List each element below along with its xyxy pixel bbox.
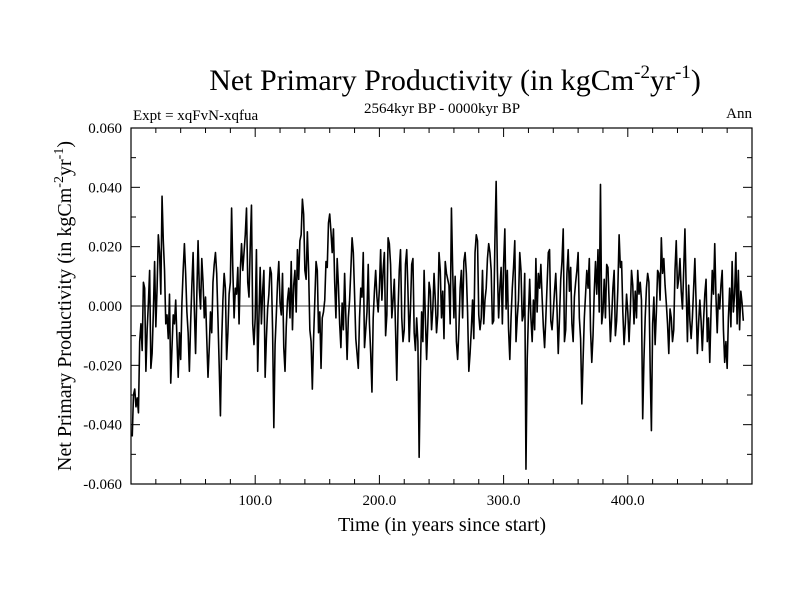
- x-axis-label: Time (in years since start): [338, 514, 546, 536]
- y-axis-label: Net Primary Productivity (in kgCm-2yr-1): [52, 141, 76, 471]
- x-tick-label: 100.0: [238, 493, 272, 509]
- y-tick-label: 0.040: [88, 180, 122, 196]
- subtitle-period: 2564kyr BP - 0000kyr BP: [364, 101, 520, 117]
- y-tick-label: 0.000: [88, 299, 122, 315]
- y-tick-label: -0.060: [83, 477, 122, 493]
- subtitle-season: Ann: [726, 106, 752, 122]
- y-tick-label: 0.020: [88, 240, 122, 256]
- x-tick-label: 300.0: [487, 493, 521, 509]
- y-tick-label: 0.060: [88, 121, 122, 137]
- y-tick-label: -0.020: [83, 358, 122, 374]
- chart-title: Net Primary Productivity (in kgCm-2yr-1): [209, 62, 701, 97]
- x-tick-label: 200.0: [363, 493, 397, 509]
- y-tick-label: -0.040: [83, 418, 122, 434]
- x-tick-label: 400.0: [611, 493, 645, 509]
- subtitle-experiment: Expt = xqFvN-xqfua: [133, 108, 258, 124]
- series-line: [131, 180, 745, 470]
